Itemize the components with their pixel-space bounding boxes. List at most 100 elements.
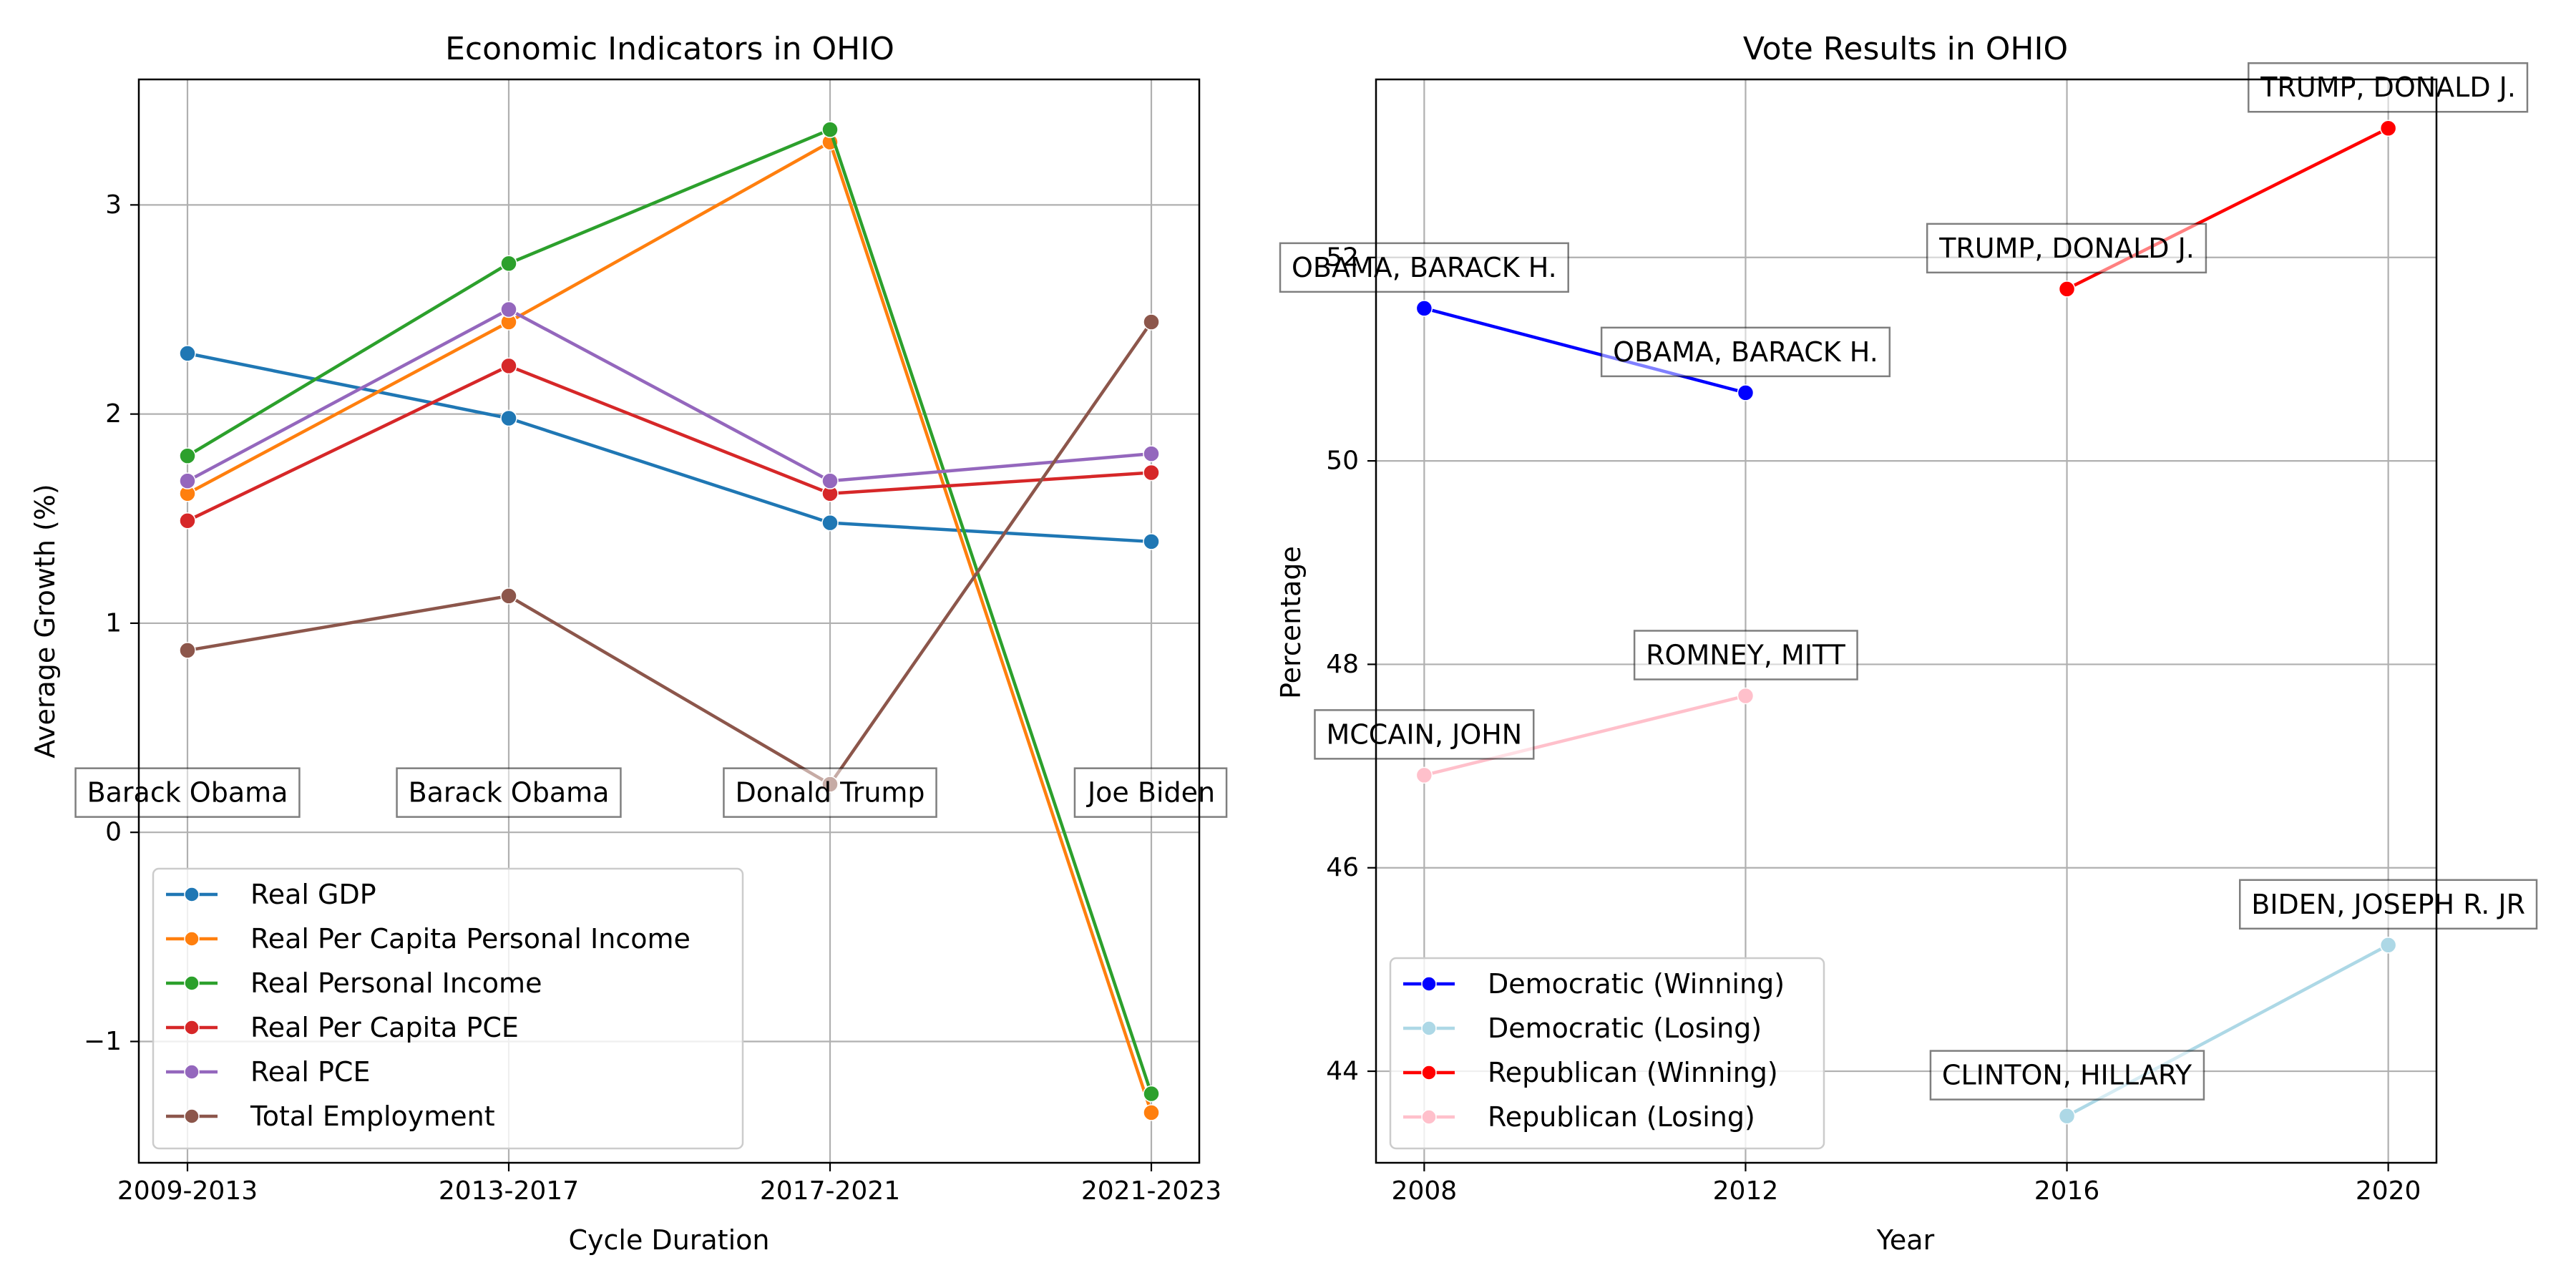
plot-frame	[137, 78, 1201, 1164]
series-line-5	[187, 321, 1153, 786]
grid	[1376, 79, 2436, 1163]
data-point	[2058, 1107, 2076, 1125]
y-tick-label: 3	[105, 190, 122, 220]
data-point	[821, 472, 839, 489]
candidate-label-text: TRUMP, DONALD J.	[2260, 72, 2516, 103]
x-tick-label: 2021-2023	[1081, 1176, 1221, 1206]
president-label: Joe Biden	[1073, 767, 1228, 818]
candidate-label-box	[1600, 326, 1891, 378]
legend-marker	[184, 975, 200, 991]
data-point	[179, 472, 196, 489]
economic-indicators-chart: Economic Indicators in OHIO Barack Obama…	[29, 31, 1228, 1256]
y-tick-label: 44	[1326, 1057, 1359, 1086]
candidate-label-box	[1314, 709, 1535, 760]
legend-marker	[184, 887, 200, 902]
series-line-0	[187, 351, 1152, 544]
legend-label: Real Per Capita PCE	[250, 1012, 519, 1043]
series-line-4	[186, 308, 1152, 483]
data-point	[2058, 280, 2076, 298]
annotations: Barack Obama Barack Obama Donald Trump Joe …	[74, 767, 1228, 818]
data-point	[500, 301, 517, 318]
series-line-2	[186, 127, 1153, 1095]
x-tick-label: 2016	[2034, 1176, 2100, 1206]
data-point	[500, 587, 517, 605]
data-point	[179, 447, 196, 464]
candidate-label: MCCAIN, JOHN	[1314, 709, 1535, 760]
data-point	[500, 409, 517, 427]
president-label-text: Barack Obama	[87, 777, 288, 809]
candidate-label-text: CLINTON, HILLARY	[1942, 1060, 2192, 1091]
data-point	[1143, 1085, 1160, 1103]
legend-label: Democratic (Winning)	[1488, 968, 1785, 1000]
legend-marker	[1421, 1020, 1437, 1036]
data-point	[1143, 313, 1160, 331]
candidate-label: OBAMA, BARACK H.	[1279, 242, 1569, 293]
candidate-label-box	[2239, 879, 2538, 930]
x-axis-label: Cycle Duration	[569, 1224, 770, 1256]
candidate-label-text: ROMNEY, MITT	[1646, 639, 1845, 670]
president-label: Donald Trump	[723, 767, 937, 818]
candidate-label: OBAMA, BARACK H.	[1600, 326, 1891, 378]
series-lines	[179, 121, 1160, 1121]
legend-marker	[1421, 976, 1437, 992]
candidate-label: TRUMP, DONALD J.	[1926, 223, 2207, 274]
data-point	[500, 357, 517, 375]
president-label-box	[74, 767, 301, 818]
y-tick-label: 1	[105, 608, 122, 638]
legend-box	[152, 867, 744, 1150]
legend-label: Real Per Capita Personal Income	[250, 923, 691, 955]
x-tick-label: 2009-2013	[117, 1176, 258, 1206]
legend-marker	[1421, 1065, 1437, 1080]
chart-title: Vote Results in OHIO	[1743, 31, 2068, 67]
legend: Real GDP Real Per Capita Personal Income R…	[152, 867, 744, 1150]
data-point	[1143, 445, 1160, 462]
series-line-3	[187, 364, 1152, 522]
legend-marker	[184, 1020, 200, 1035]
y-tick-label: 48	[1326, 650, 1359, 679]
candidate-label-box	[1926, 223, 2207, 274]
plot-frame	[1375, 78, 2438, 1164]
candidate-label-text: BIDEN, JOSEPH R. JR	[2251, 889, 2525, 920]
legend-label: Real GDP	[250, 879, 376, 910]
president-label-box	[723, 767, 937, 818]
x-axis-label: Year	[1876, 1224, 1935, 1256]
candidate-label: ROMNEY, MITT	[1633, 630, 1858, 680]
data-point	[1143, 464, 1160, 482]
y-tick-label: 50	[1326, 447, 1359, 476]
legend-label: Total Employment	[250, 1101, 495, 1132]
data-point	[1737, 687, 1755, 705]
legend-marker	[184, 1064, 200, 1080]
president-label-text: Donald Trump	[735, 777, 924, 809]
candidate-label-text: OBAMA, BARACK H.	[1613, 336, 1878, 368]
legend-marker	[184, 1108, 200, 1124]
candidate-label: BIDEN, JOSEPH R. JR	[2239, 879, 2538, 930]
legend-label: Republican (Winning)	[1488, 1057, 1778, 1088]
data-point	[179, 512, 196, 530]
data-point	[1415, 766, 1433, 784]
candidate-label-box	[1633, 630, 1858, 680]
data-point	[821, 514, 839, 532]
president-label-box	[396, 767, 622, 818]
x-tick-label: 2012	[1713, 1176, 1779, 1206]
y-tick-label: 46	[1326, 853, 1359, 882]
data-point	[821, 121, 839, 138]
legend-box	[1389, 957, 1825, 1150]
series-line-1	[186, 140, 1153, 1113]
axis-ticks: 2008 2012 2016 2020 44 46 48 50 52	[1326, 243, 2421, 1206]
president-label: Barack Obama	[74, 767, 301, 818]
president-label-text: Barack Obama	[409, 777, 610, 809]
data-point	[2379, 937, 2397, 954]
candidate-label-text: MCCAIN, JOHN	[1326, 718, 1522, 750]
legend-label: Republican (Losing)	[1488, 1101, 1755, 1133]
y-tick-label: −1	[84, 1027, 122, 1056]
president-label-text: Joe Biden	[1086, 777, 1215, 809]
data-point	[1415, 300, 1433, 317]
axis-ticks: 2009-2013 2013-2017 2017-2021 2021-2023 −1 0 1…	[84, 190, 1221, 1206]
legend-marker	[184, 931, 200, 947]
x-tick-label: 2013-2017	[439, 1176, 579, 1206]
x-tick-label: 2020	[2356, 1176, 2421, 1206]
chart-title: Economic Indicators in OHIO	[445, 31, 894, 67]
series-line-0	[1423, 306, 1747, 395]
legend-label: Real Personal Income	[250, 967, 542, 999]
